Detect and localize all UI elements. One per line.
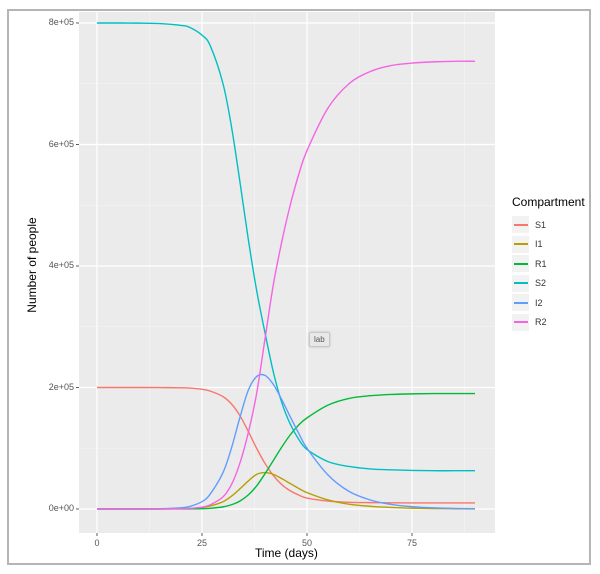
legend-label: S2 [535,278,547,289]
legend: Compartment S1 I1 R1 S2 I2 R2 [512,195,585,332]
series-line-r2 [96,60,476,510]
y-tick-label: 4e+05 [48,260,74,270]
legend-item-i1: I1 [512,235,585,255]
series-line-s2 [96,22,475,472]
legend-swatch [512,313,529,331]
legend-items: S1 I1 R1 S2 I2 R2 [512,215,585,332]
legend-item-i2: I2 [512,293,585,313]
legend-label: R1 [535,258,547,269]
x-tick-label: 75 [406,538,417,548]
legend-title: Compartment [512,195,585,209]
legend-label: I2 [535,297,543,308]
legend-item-s2: S2 [512,274,585,294]
series-lines [96,22,476,510]
legend-item-r2: R2 [512,313,585,333]
plot-panel [79,12,495,533]
legend-swatch [512,294,529,312]
legend-label: I1 [535,239,543,250]
legend-item-r1: R1 [512,254,585,274]
tooltip-label: lab [309,332,330,347]
legend-item-s1: S1 [512,215,585,235]
x-axis-label: Time (days) [255,546,318,560]
y-tick-label: 0e+00 [48,503,74,513]
legend-swatch [512,274,529,292]
legend-label: R2 [535,317,547,328]
x-tick-label: 25 [196,538,207,548]
y-tick-label: 8e+05 [48,17,74,27]
series-line-i2 [96,373,476,510]
y-tick-label: 2e+05 [48,381,74,392]
grid-minor [79,12,495,533]
y-tick-label: 6e+05 [48,138,74,149]
axis-ticks [76,22,413,536]
x-tick-label: 50 [301,538,312,548]
x-tick-label: 0 [94,538,100,548]
legend-swatch [512,235,529,253]
legend-swatch [512,255,529,273]
y-axis-label: Number of people [25,217,39,313]
legend-swatch [512,216,529,234]
legend-label: S1 [535,219,547,230]
